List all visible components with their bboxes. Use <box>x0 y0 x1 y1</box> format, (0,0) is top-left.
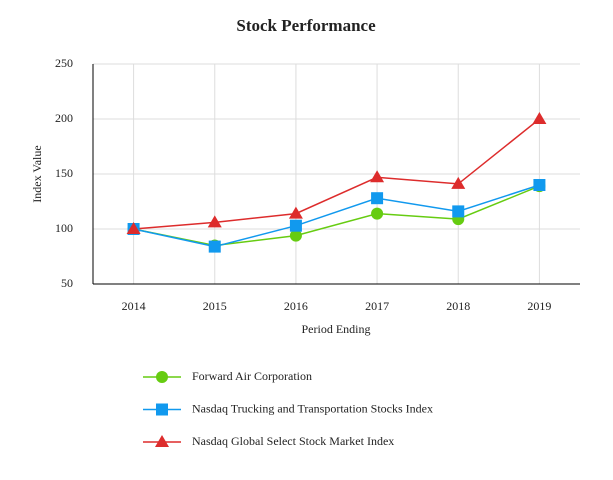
marker <box>451 176 466 189</box>
x-tick-label: 2015 <box>203 299 227 313</box>
marker <box>370 170 385 183</box>
x-axis-label: Period Ending <box>302 322 371 336</box>
legend-label: Forward Air Corporation <box>192 369 312 383</box>
y-tick-label: 100 <box>55 221 73 235</box>
marker <box>371 207 384 220</box>
x-tick-label: 2017 <box>365 299 389 313</box>
marker <box>208 240 221 253</box>
y-axis-label: Index Value <box>30 145 44 202</box>
y-tick-label: 200 <box>55 111 73 125</box>
marker <box>371 192 384 205</box>
marker <box>532 112 547 124</box>
y-tick-label: 150 <box>55 166 73 180</box>
legend-label: Nasdaq Global Select Stock Market Index <box>192 434 394 448</box>
legend-label: Nasdaq Trucking and Transportation Stock… <box>192 401 433 415</box>
series-line <box>133 118 540 230</box>
series-line <box>133 184 540 248</box>
chart-title: Stock Performance <box>236 16 376 35</box>
marker <box>288 206 303 219</box>
x-tick-label: 2019 <box>527 299 551 313</box>
marker <box>452 205 465 218</box>
marker <box>289 219 302 232</box>
x-tick-label: 2016 <box>284 299 308 313</box>
y-tick-label: 50 <box>61 276 73 290</box>
marker <box>126 222 141 234</box>
x-tick-label: 2014 <box>122 299 146 313</box>
marker <box>207 215 222 228</box>
y-tick-label: 250 <box>55 56 73 70</box>
marker <box>289 229 302 242</box>
marker <box>156 403 168 416</box>
marker <box>533 179 546 191</box>
marker <box>155 435 169 447</box>
marker <box>156 371 168 383</box>
x-tick-label: 2018 <box>446 299 470 313</box>
series-line <box>133 185 540 247</box>
